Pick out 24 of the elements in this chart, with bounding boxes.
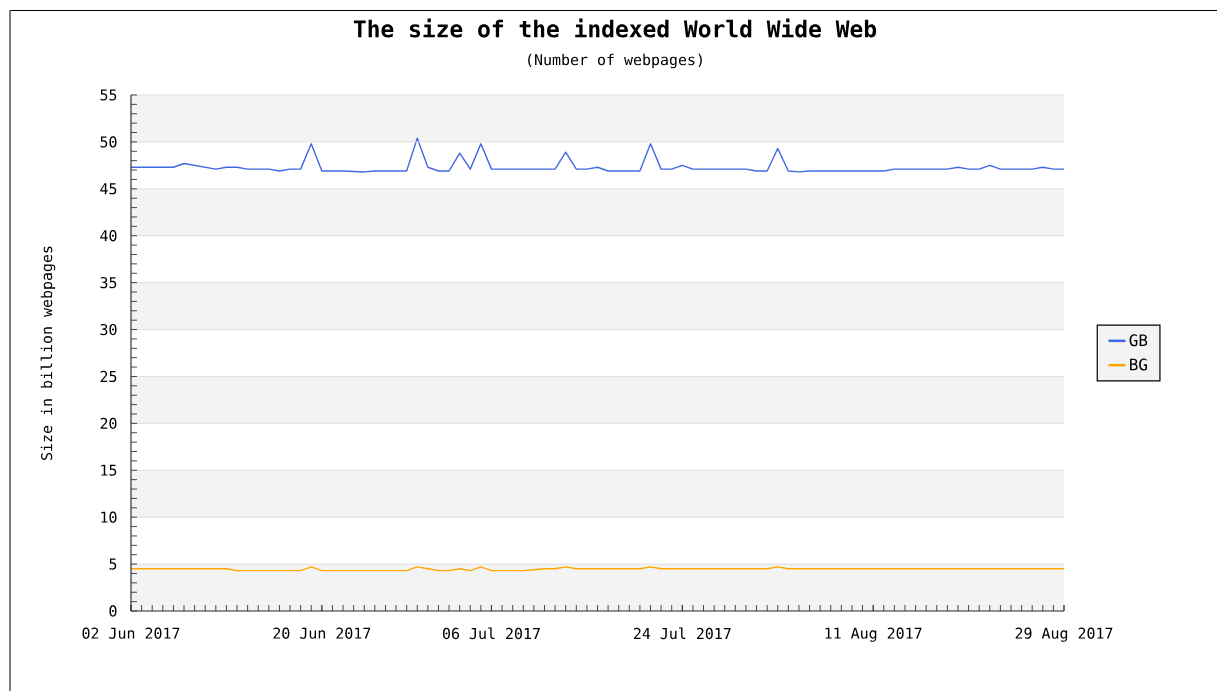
- x-tick-label: 11 Aug 2017: [825, 627, 922, 642]
- chart-title: The size of the indexed World Wide Web: [353, 18, 877, 38]
- y-tick-label: 40: [100, 230, 117, 242]
- line-series: [130, 137, 1065, 173]
- x-tick-label: 29 Aug 2017: [1015, 627, 1113, 642]
- y-tick-label: 50: [100, 136, 117, 148]
- x-tick-label: 24 Jul 2017: [633, 627, 731, 640]
- y-tick-label: 20: [100, 417, 117, 430]
- x-tick-label: 20 Jun 2017: [273, 627, 371, 639]
- y-tick-label: 15: [101, 464, 117, 476]
- y-axis-title: Size in billion webpages: [40, 246, 56, 460]
- y-tick-label: 30: [100, 323, 117, 336]
- x-tick-label: 06 Jul 2017: [442, 627, 540, 640]
- legend-label: BG: [1130, 358, 1147, 371]
- y-tick-label: 10: [101, 511, 117, 523]
- legend-label: GB: [1129, 334, 1148, 347]
- y-tick-label: 0: [109, 605, 117, 617]
- x-tick-label: 02 Jun 2017: [82, 627, 180, 639]
- y-tick-label: 55: [100, 89, 117, 101]
- y-tick-label: 5: [109, 558, 117, 570]
- chart-subtitle: (Number of webpages): [528, 53, 702, 69]
- y-tick-label: 25: [100, 370, 117, 383]
- y-tick-label: 45: [100, 183, 117, 195]
- y-tick-label: 35: [100, 276, 117, 289]
